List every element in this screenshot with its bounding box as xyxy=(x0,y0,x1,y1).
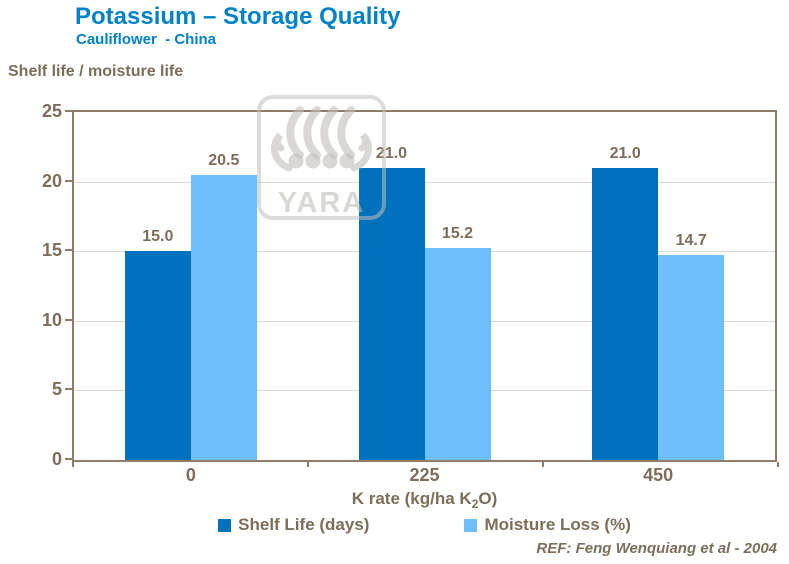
x-tick-label: 0 xyxy=(185,465,196,485)
y-tick-label: 10 xyxy=(41,310,62,330)
x-tick-label: 225 xyxy=(409,465,440,485)
y-tick-label: 15 xyxy=(41,240,62,260)
y-tick-mark xyxy=(65,458,72,460)
page-subtitle: Cauliflower - China xyxy=(76,31,217,48)
y-tick-label: 25 xyxy=(41,101,62,121)
bar-value-label: 20.5 xyxy=(208,152,240,169)
legend-item-moisture-loss: Moisture Loss (%) xyxy=(464,515,631,535)
bar-value-label: 15.0 xyxy=(142,228,174,245)
bar-moisture-loss: 14.7 xyxy=(658,232,725,460)
bar-group: 15.0 20.5 xyxy=(74,112,308,460)
bar-value-label: 21.0 xyxy=(609,145,641,162)
legend-label: Moisture Loss (%) xyxy=(484,515,631,534)
x-axis-title-text-end: O) xyxy=(478,489,498,508)
x-axis-labels: 0 225 450 xyxy=(74,465,775,486)
bar-shelf-life: 21.0 xyxy=(358,145,425,460)
page-title: Potassium – Storage Quality xyxy=(75,3,401,30)
y-tick-mark xyxy=(65,249,72,251)
legend-label: Shelf Life (days) xyxy=(238,515,370,534)
chart-title: Shelf life / moisture life xyxy=(8,63,184,80)
bar-moisture-loss: 15.2 xyxy=(424,225,491,460)
legend-swatch xyxy=(464,518,478,532)
bar-value-label: 15.2 xyxy=(441,225,474,242)
bar-value-label: 21.0 xyxy=(375,145,408,162)
x-axis-title-subscript: 2 xyxy=(471,497,479,511)
x-tick-label: 450 xyxy=(643,465,674,485)
x-tick-mark xyxy=(777,462,779,467)
bar-groups: 15.0 20.5 21.0 15.2 21.0 14.7 xyxy=(74,112,775,460)
y-tick-label: 5 xyxy=(51,379,62,399)
legend: Shelf Life (days) Moisture Loss (%) xyxy=(72,515,777,535)
y-tick-mark xyxy=(65,110,72,112)
legend-item-shelf-life: Shelf Life (days) xyxy=(218,515,369,535)
x-tick-mark xyxy=(72,462,74,467)
plot-area: 15.0 20.5 21.0 15.2 21.0 14.7 xyxy=(72,110,777,462)
bar-shelf-life: 15.0 xyxy=(124,228,191,460)
x-tick-mark xyxy=(542,462,544,467)
x-axis-title: K rate (kg/ha K2O) xyxy=(72,489,777,511)
gridline xyxy=(74,182,775,183)
y-tick-label: 20 xyxy=(41,171,62,191)
bar-value-label: 14.7 xyxy=(675,232,707,249)
y-tick-label: 0 xyxy=(51,449,62,469)
x-axis-title-text: K rate (kg/ha K xyxy=(351,489,472,508)
y-tick-mark xyxy=(65,388,72,390)
legend-swatch xyxy=(218,518,232,532)
bar-group: 21.0 15.2 xyxy=(308,112,542,460)
bar-group: 21.0 14.7 xyxy=(541,112,775,460)
x-tick-mark xyxy=(307,462,309,467)
reference-text: REF: Feng Wenquiang et al - 2004 xyxy=(536,540,777,557)
bar-moisture-loss: 20.5 xyxy=(190,152,257,460)
y-tick-mark xyxy=(65,180,72,182)
bar-shelf-life: 21.0 xyxy=(592,145,659,460)
y-tick-mark xyxy=(65,319,72,321)
